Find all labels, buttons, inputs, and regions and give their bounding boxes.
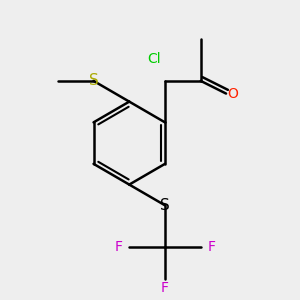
Text: O: O <box>227 87 238 100</box>
Text: F: F <box>161 281 169 296</box>
Text: S: S <box>89 74 98 88</box>
Text: Cl: Cl <box>148 52 161 66</box>
Text: S: S <box>160 198 170 213</box>
Text: F: F <box>208 240 216 254</box>
Text: F: F <box>114 240 122 254</box>
